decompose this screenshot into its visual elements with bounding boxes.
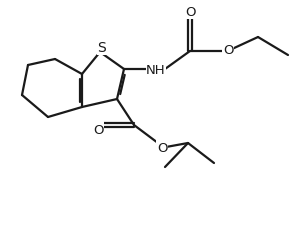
Text: S: S	[98, 41, 106, 55]
Text: O: O	[93, 123, 103, 136]
Text: O: O	[157, 141, 167, 154]
Text: O: O	[185, 7, 195, 20]
Text: NH: NH	[146, 63, 166, 76]
Text: O: O	[223, 43, 233, 56]
